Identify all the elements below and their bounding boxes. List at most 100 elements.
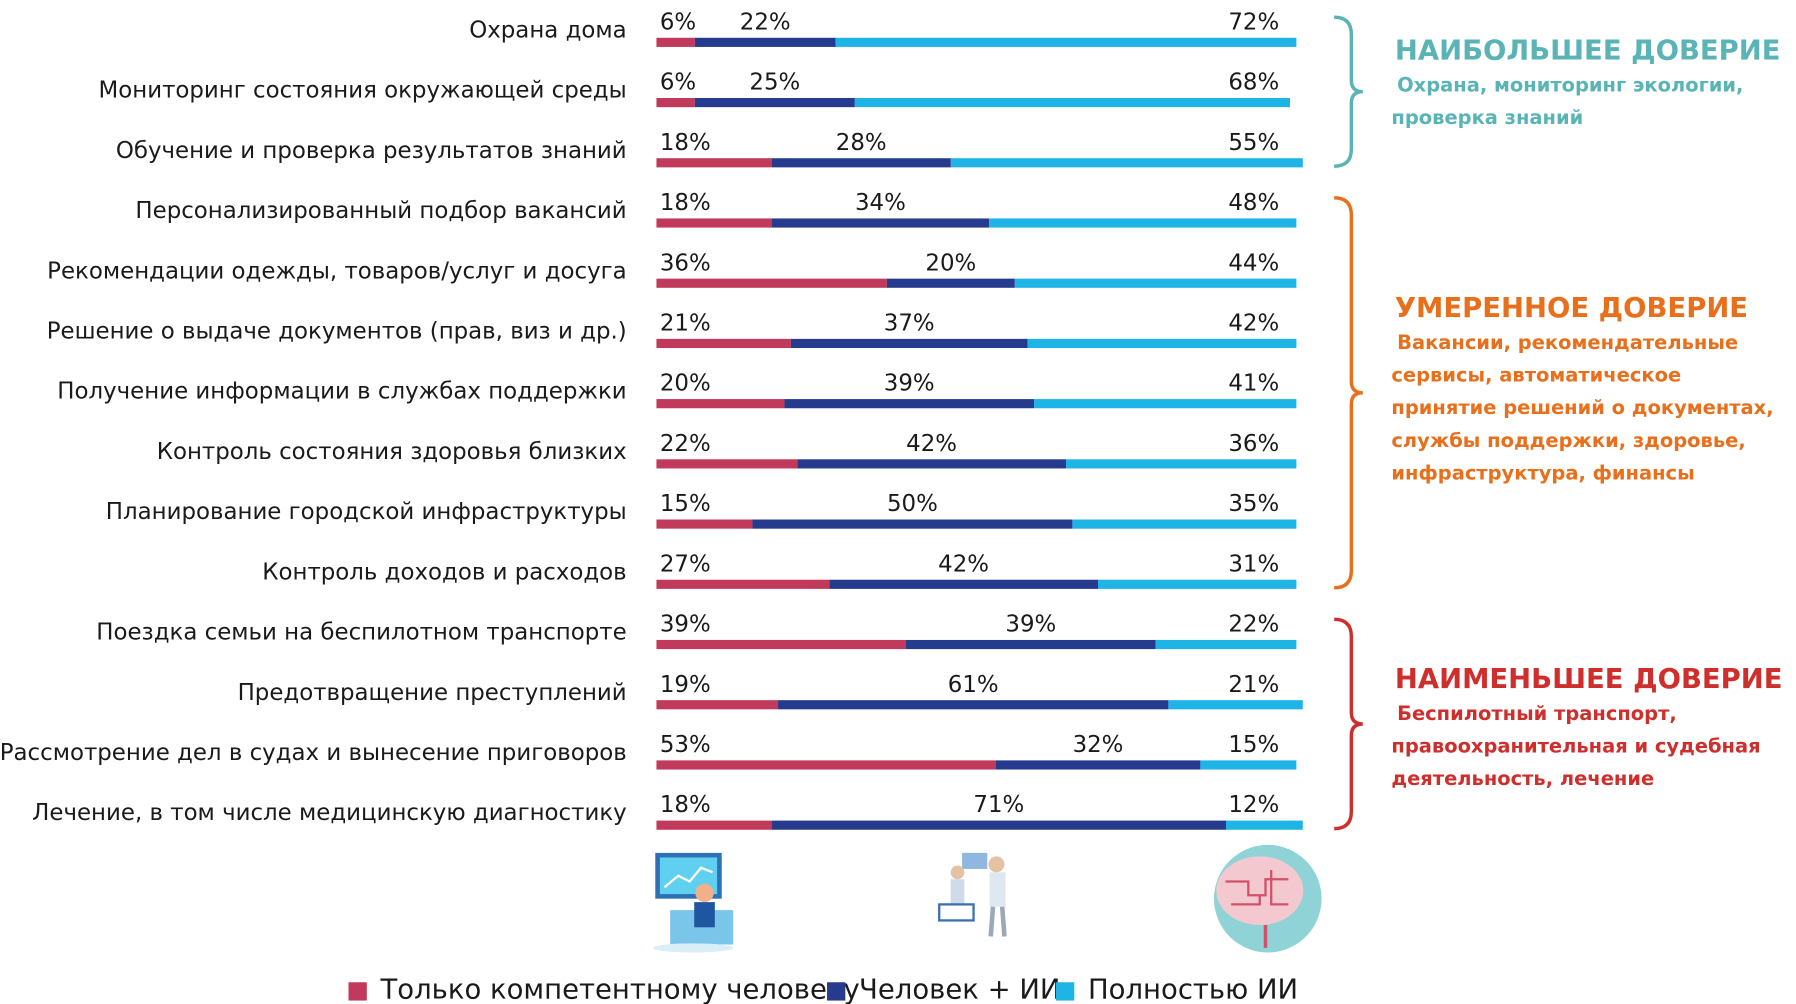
bar-segment xyxy=(995,760,1201,770)
bar-segment xyxy=(656,399,785,409)
icon-human xyxy=(653,852,734,953)
value-label: 22% xyxy=(740,9,791,35)
value-label: 36% xyxy=(1228,431,1279,457)
bar-segment xyxy=(656,278,887,288)
value-label: 22% xyxy=(660,431,711,457)
bar-segment xyxy=(656,639,907,650)
group-text: Вакансии, рекомендательные xyxy=(1397,331,1738,354)
value-label: 20% xyxy=(925,250,976,276)
bar-segment xyxy=(778,700,1169,710)
bar-segment xyxy=(771,820,1226,830)
bar-segment xyxy=(656,820,772,830)
value-label: 18% xyxy=(660,792,711,818)
legend-label: Полностью ИИ xyxy=(1088,974,1298,1004)
value-label: 39% xyxy=(1005,612,1056,638)
category-label: Охрана дома xyxy=(469,17,626,43)
group-text: сервисы, автоматическое xyxy=(1391,364,1681,387)
bar-segment xyxy=(854,97,1290,108)
bar-segment xyxy=(1066,459,1297,469)
legend-label: Только компетентному человеку xyxy=(380,974,860,1004)
bar-segment xyxy=(1168,700,1303,710)
legend-swatch xyxy=(348,982,367,1001)
bar-segment xyxy=(656,579,830,589)
value-label: 21% xyxy=(1228,672,1279,698)
value-label: 37% xyxy=(884,310,935,336)
value-label: 50% xyxy=(887,491,938,517)
group-text: деятельность, лечение xyxy=(1391,767,1654,790)
bar-segment xyxy=(1098,579,1297,589)
group-text: инфраструктура, финансы xyxy=(1391,461,1694,484)
bar-segment xyxy=(784,399,1035,409)
value-label: 15% xyxy=(660,491,711,517)
bar-segment xyxy=(656,459,798,469)
value-label: 71% xyxy=(973,792,1024,818)
bar-segment xyxy=(694,37,836,47)
bar-segment xyxy=(1155,639,1297,650)
bar-segment xyxy=(1226,820,1303,830)
category-label: Решение о выдаче документов (прав, виз и… xyxy=(47,318,627,344)
bar-segment xyxy=(771,158,951,168)
value-label: 19% xyxy=(660,672,711,698)
bar-segment xyxy=(797,459,1067,469)
value-label: 6% xyxy=(660,70,696,96)
value-label: 61% xyxy=(948,672,999,698)
value-label: 39% xyxy=(660,612,711,638)
value-label: 18% xyxy=(660,190,711,216)
bar-segment xyxy=(656,158,772,168)
bar-segment xyxy=(829,579,1099,589)
bar-segment xyxy=(1072,519,1297,529)
value-label: 36% xyxy=(660,250,711,276)
value-label: 6% xyxy=(660,9,696,35)
value-label: 42% xyxy=(906,431,957,457)
bar-segment xyxy=(1014,278,1297,288)
group-title: НАИБОЛЬШЕЕ ДОВЕРИЕ xyxy=(1395,36,1781,67)
category-label: Контроль состояния здоровья близких xyxy=(157,439,627,465)
value-label: 25% xyxy=(749,70,800,96)
value-label: 41% xyxy=(1228,371,1279,397)
value-label: 20% xyxy=(660,371,711,397)
value-label: 15% xyxy=(1228,732,1279,758)
icon-human-ai xyxy=(938,852,1007,937)
category-label: Рекомендации одежды, товаров/услуг и дос… xyxy=(47,258,626,284)
category-label: Поездка семьи на беспилотном транспорте xyxy=(96,620,626,646)
value-label: 34% xyxy=(855,190,906,216)
bar-segment xyxy=(906,639,1156,650)
group-text: службы поддержки, здоровье, xyxy=(1391,429,1745,452)
bar-segment xyxy=(656,760,996,770)
group-title: УМЕРЕННОЕ ДОВЕРИЕ xyxy=(1395,293,1748,324)
value-label: 27% xyxy=(660,551,711,577)
bar-segment xyxy=(656,338,791,349)
category-label: Мониторинг состояния окружающей среды xyxy=(99,78,627,104)
bar-segment xyxy=(1200,760,1297,770)
value-label: 22% xyxy=(1228,612,1279,638)
bar-segment xyxy=(694,97,855,108)
value-label: 44% xyxy=(1228,250,1279,276)
legend-swatch xyxy=(827,982,846,1001)
category-label: Рассмотрение дел в судах и вынесение при… xyxy=(0,740,627,766)
value-label: 42% xyxy=(938,551,989,577)
value-label: 32% xyxy=(1073,732,1124,758)
group-text: правоохранительная и судебная xyxy=(1391,734,1760,757)
legend-label: Человек + ИИ xyxy=(859,974,1060,1004)
bar-segment xyxy=(835,37,1297,47)
value-label: 68% xyxy=(1228,70,1279,96)
icon-ai xyxy=(1213,844,1322,953)
category-label: Обучение и проверка результатов знаний xyxy=(116,138,627,164)
bar-segment xyxy=(656,519,753,529)
value-label: 31% xyxy=(1228,551,1279,577)
group-bracket xyxy=(1334,617,1363,831)
group-bracket xyxy=(1334,196,1363,590)
value-label: 42% xyxy=(1228,310,1279,336)
group-bracket xyxy=(1334,15,1363,168)
value-label: 35% xyxy=(1228,491,1279,517)
category-label: Предотвращение преступлений xyxy=(238,680,627,706)
value-label: 72% xyxy=(1228,9,1279,35)
category-label: Контроль доходов и расходов xyxy=(262,559,626,585)
bar-segment xyxy=(656,700,779,710)
bar-segment xyxy=(886,278,1015,288)
bar-segment xyxy=(790,338,1028,349)
value-label: 18% xyxy=(660,130,711,156)
bar-segment xyxy=(1034,399,1297,409)
value-label: 55% xyxy=(1228,130,1279,156)
